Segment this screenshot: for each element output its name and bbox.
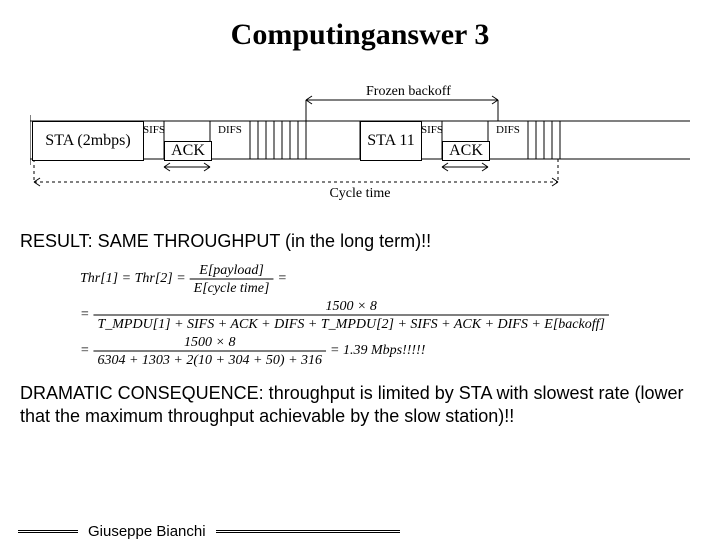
sta-11-box: STA 11 xyxy=(360,121,422,161)
frozen-backoff-label: Frozen backoff xyxy=(366,84,451,100)
sta-2mbps-box: STA (2mbps) xyxy=(32,121,144,161)
sta-11-label: STA 11 xyxy=(367,132,414,150)
footer-credit: Giuseppe Bianchi xyxy=(0,523,720,540)
formula-block: Thr[1] = Thr[2] = E[payload] E[cycle time… xyxy=(80,260,720,370)
result-text: RESULT: SAME THROUGHPUT (in the long ter… xyxy=(20,231,700,252)
difs-2-label: DIFS xyxy=(496,124,520,136)
svg-text:= 1.39 Mbps!!!!!: = 1.39 Mbps!!!!! xyxy=(330,343,426,358)
svg-text:=: = xyxy=(277,271,286,286)
ack-2-label: ACK xyxy=(449,142,483,160)
cycle-time-label: Cycle time xyxy=(30,186,690,202)
svg-text:=: = xyxy=(80,307,89,322)
footer-credit-text: Giuseppe Bianchi xyxy=(78,523,216,540)
sta-2mbps-label: STA (2mbps) xyxy=(45,132,130,150)
svg-text:E[cycle time]: E[cycle time] xyxy=(193,281,270,296)
page-title: Computinganswer 3 xyxy=(0,18,720,52)
svg-text:1500 × 8: 1500 × 8 xyxy=(325,299,376,314)
ack-2-box: ACK xyxy=(442,141,490,161)
svg-text:=: = xyxy=(80,343,89,358)
conclusion-text: DRAMATIC CONSEQUENCE: throughput is limi… xyxy=(20,382,700,427)
svg-text:Thr[1] = Thr[2] =: Thr[1] = Thr[2] = xyxy=(80,271,186,286)
sifs-1-label: SIFS xyxy=(143,124,165,136)
sifs-2-label: SIFS xyxy=(421,124,443,136)
svg-text:1500 × 8: 1500 × 8 xyxy=(184,335,235,350)
svg-text:6304 + 1303 + 2(10 + 304 + 50): 6304 + 1303 + 2(10 + 304 + 50) + 316 xyxy=(97,353,322,368)
difs-1-label: DIFS xyxy=(218,124,242,136)
ack-1-label: ACK xyxy=(171,142,205,160)
ack-1-box: ACK xyxy=(164,141,212,161)
svg-text:T_MPDU[1] + SIFS + ACK + DIFS: T_MPDU[1] + SIFS + ACK + DIFS + T_MPDU[2… xyxy=(97,317,605,332)
svg-text:E[payload]: E[payload] xyxy=(198,263,264,278)
timing-diagram: STA (2mbps) ACK STA 11 ACK SIFS DIFS SIF… xyxy=(30,72,690,227)
